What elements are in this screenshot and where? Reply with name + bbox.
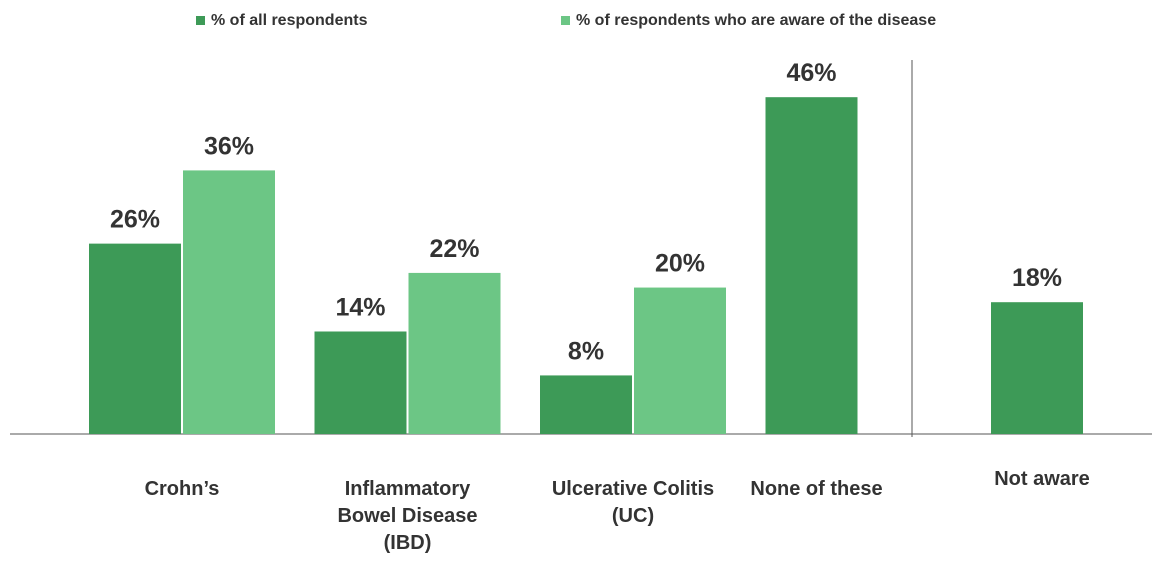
x-tick-label: Inflammatory Bowel Disease (IBD) bbox=[337, 478, 478, 554]
value-label: 18% bbox=[1012, 264, 1062, 292]
x-tick-label: Ulcerative Colitis (UC) bbox=[551, 478, 715, 527]
legend-label: % of respondents who are aware of the di… bbox=[576, 12, 936, 29]
x-tick-label: Crohn’s bbox=[144, 478, 220, 500]
value-label: 46% bbox=[786, 59, 836, 87]
bar bbox=[314, 331, 407, 434]
x-tick-label: None of these bbox=[750, 478, 883, 500]
legend-swatch bbox=[561, 16, 570, 25]
value-label: 14% bbox=[335, 293, 385, 321]
value-label: 36% bbox=[204, 132, 254, 160]
value-label: 20% bbox=[655, 250, 705, 278]
bar bbox=[991, 302, 1083, 434]
value-label: 8% bbox=[568, 337, 604, 365]
bar bbox=[183, 170, 275, 434]
legend-swatch bbox=[196, 16, 205, 25]
bar bbox=[408, 272, 501, 434]
bar bbox=[89, 243, 181, 434]
value-label: 22% bbox=[429, 235, 479, 263]
value-label: 26% bbox=[110, 206, 160, 234]
bar bbox=[765, 97, 858, 435]
legend-label: % of all respondents bbox=[211, 12, 368, 29]
bar bbox=[540, 375, 632, 434]
bar bbox=[634, 287, 726, 434]
x-tick-label: Not aware bbox=[994, 468, 1090, 490]
